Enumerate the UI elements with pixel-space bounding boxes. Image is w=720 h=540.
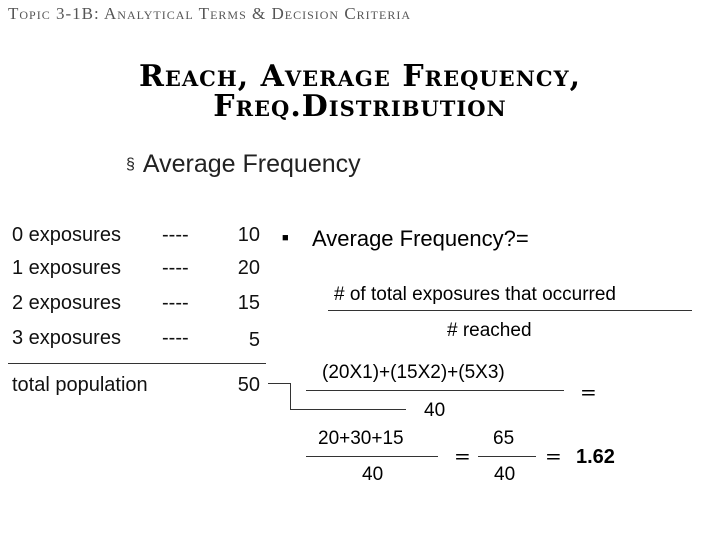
slide-title-line1: Reach, Average Frequency, bbox=[138, 59, 582, 94]
total-value: 50 bbox=[237, 374, 260, 396]
total-label: total population bbox=[12, 374, 148, 396]
row-1-value: 20 bbox=[237, 257, 260, 279]
equals-sign-2: = bbox=[454, 444, 471, 468]
formula-fraction-line bbox=[328, 310, 692, 311]
row-2-dash: ---- bbox=[162, 292, 189, 314]
formula-numerator: # of total exposures that occurred bbox=[334, 284, 616, 305]
frac-denominator: 40 bbox=[494, 464, 516, 485]
row-0-value: 10 bbox=[237, 224, 260, 246]
connector-line-h1 bbox=[268, 383, 290, 384]
calc-numerator: (20X1)+(15X2)+(5X3) bbox=[322, 362, 505, 383]
row-1-label: 1 exposures bbox=[12, 257, 121, 279]
slide-title-line2: Freq.Distribution bbox=[213, 89, 507, 124]
row-3-dash: ---- bbox=[162, 327, 189, 349]
section-heading: § Average Frequency bbox=[126, 150, 361, 179]
row-0-dash: ---- bbox=[162, 224, 189, 246]
section-bullet-icon: § bbox=[126, 156, 135, 173]
row-2-value: 15 bbox=[237, 292, 260, 314]
calc-fraction-line bbox=[306, 390, 564, 391]
sum-denominator: 40 bbox=[362, 464, 384, 485]
frac-numerator: 65 bbox=[493, 428, 515, 449]
topic-header: Topic 3-1B: Analytical Terms & Decision … bbox=[8, 4, 411, 23]
equals-sign-1: = bbox=[580, 380, 597, 404]
section-heading-text: Average Frequency bbox=[142, 150, 361, 178]
formula-bullet-icon: ■ bbox=[282, 232, 289, 244]
formula-denominator: # reached bbox=[447, 320, 532, 341]
formula-heading: Average Frequency?= bbox=[312, 226, 529, 251]
row-3-label: 3 exposures bbox=[12, 327, 121, 349]
result-value: 1.62 bbox=[576, 446, 615, 468]
calc-denominator: 40 bbox=[424, 400, 446, 421]
sum-numerator: 20+30+15 bbox=[318, 428, 404, 449]
connector-line-h2 bbox=[290, 409, 406, 410]
row-2-label: 2 exposures bbox=[12, 292, 121, 314]
equals-sign-3: = bbox=[545, 444, 562, 468]
row-1-dash: ---- bbox=[162, 257, 189, 279]
total-divider bbox=[8, 363, 266, 364]
sum-fraction-line bbox=[306, 456, 438, 457]
frac-fraction-line bbox=[478, 456, 536, 457]
connector-line-v bbox=[290, 383, 291, 410]
row-3-value: 5 bbox=[248, 329, 260, 351]
row-0-label: 0 exposures bbox=[12, 224, 121, 246]
